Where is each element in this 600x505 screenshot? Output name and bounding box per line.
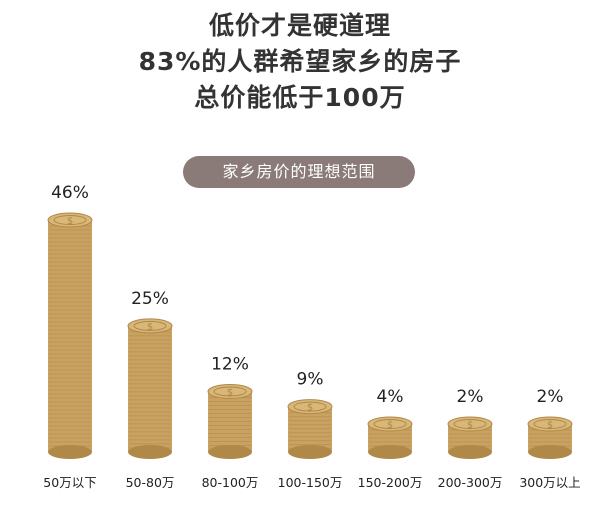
category-label: 200-300万: [438, 475, 503, 490]
dollar-icon: $: [67, 216, 73, 227]
coin-stack-base: [528, 445, 572, 459]
dollar-icon: $: [227, 387, 233, 398]
category-label: 100-150万: [278, 475, 343, 490]
category-label: 80-100万: [202, 475, 259, 490]
dollar-icon: $: [547, 420, 553, 431]
category-label: 50-80万: [126, 475, 175, 490]
data-label: 2%: [537, 387, 564, 407]
coin-stack-bar: [128, 325, 172, 452]
dollar-icon: $: [467, 420, 473, 431]
data-label: 25%: [131, 289, 169, 309]
coin-top-rim: [453, 419, 487, 429]
coin-stack-base: [288, 445, 332, 459]
coin-top-rim: [213, 386, 247, 397]
title-block: 低价才是硬道理 83%的人群希望家乡的房子 总价能低于100万: [0, 8, 600, 116]
coin-stack-base: [448, 445, 492, 459]
coin-stack-base: [128, 445, 172, 459]
coin-stack-base: [368, 445, 412, 459]
title-line-1: 低价才是硬道理: [208, 11, 391, 40]
subtitle-pill: 家乡房价的理想范围: [183, 156, 415, 188]
data-label: 46%: [51, 183, 89, 203]
coin-top-rim: [373, 419, 407, 429]
category-label: 300万以上: [519, 475, 580, 490]
title-line-2: 83%的人群希望家乡的房子: [138, 47, 462, 76]
data-label: 2%: [457, 387, 484, 407]
title-line-3: 总价能低于100万: [194, 83, 406, 112]
coin-top-rim: [533, 419, 567, 429]
coin-top-rim: [53, 215, 87, 225]
coin-stack-base: [48, 445, 92, 459]
data-label: 4%: [377, 387, 404, 407]
category-label: 50万以下: [43, 475, 96, 490]
dollar-icon: $: [387, 420, 393, 431]
dollar-icon: $: [307, 403, 313, 414]
data-label: 9%: [297, 370, 324, 390]
category-label: 150-200万: [358, 475, 423, 490]
data-label: 12%: [211, 354, 249, 374]
coin-stack-bar: [48, 220, 92, 452]
coin-top-rim: [133, 320, 167, 331]
dollar-icon: $: [147, 322, 153, 333]
coin-stack-base: [208, 445, 252, 459]
coin-top-rim: [293, 401, 327, 412]
